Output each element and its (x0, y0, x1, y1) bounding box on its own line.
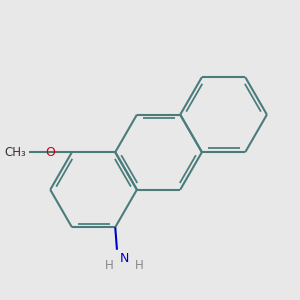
Text: O: O (45, 146, 55, 159)
Text: N: N (120, 252, 130, 265)
Text: H: H (105, 259, 114, 272)
Text: CH₃: CH₃ (5, 146, 26, 159)
Text: H: H (135, 259, 144, 272)
